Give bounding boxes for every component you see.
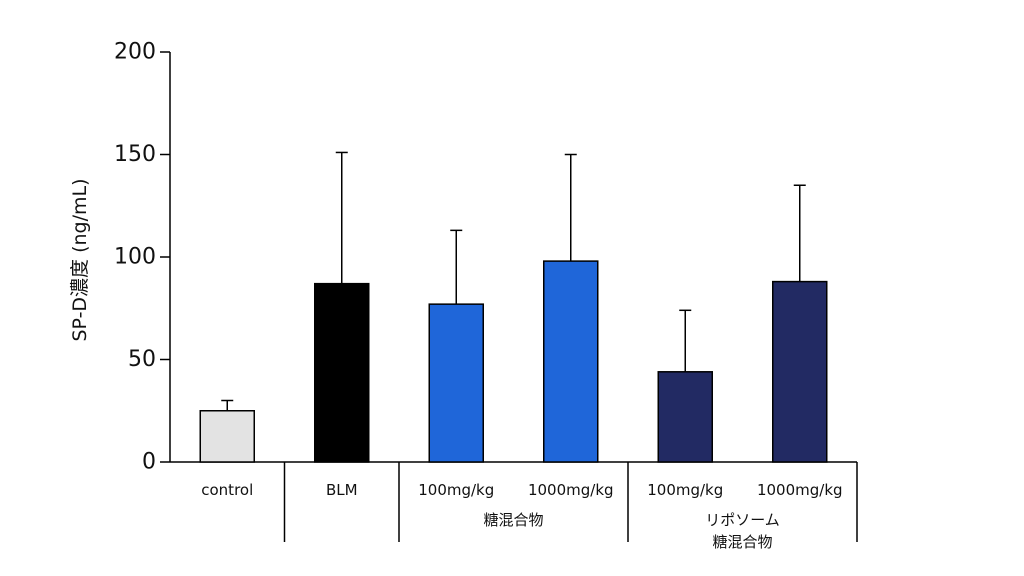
- y-tick-label: 100: [114, 245, 156, 270]
- bar: [543, 260, 599, 463]
- category-label: control: [201, 481, 253, 499]
- y-tick-label: 150: [114, 142, 156, 167]
- category-label: 1000mg/kg: [757, 481, 843, 499]
- y-tick-label: 50: [128, 347, 156, 372]
- y-tick-label: 0: [142, 450, 156, 475]
- group-label: 糖混合物: [712, 533, 772, 551]
- category-label: 1000mg/kg: [528, 481, 614, 499]
- bar: [772, 280, 828, 463]
- y-axis-label: SP-D濃度 (ng/mL): [69, 178, 91, 341]
- bar: [428, 303, 484, 463]
- y-tick-label: 200: [114, 40, 156, 65]
- group-label: リポソーム: [705, 511, 780, 529]
- category-label: 100mg/kg: [418, 481, 494, 499]
- category-label: BLM: [326, 481, 358, 499]
- bar: [657, 371, 713, 463]
- bar: [314, 282, 370, 463]
- bar: [199, 410, 255, 463]
- category-label: 100mg/kg: [647, 481, 723, 499]
- group-label: 糖混合物: [483, 511, 543, 529]
